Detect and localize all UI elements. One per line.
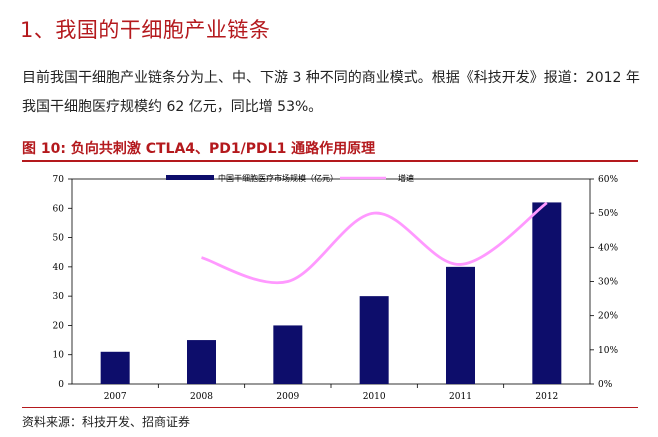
x-tick-label: 2007 bbox=[104, 392, 127, 402]
figure-title-rule bbox=[22, 160, 638, 162]
y-tick-label: 10 bbox=[53, 351, 65, 361]
legend: 中国干细胞医疗市场规模（亿元） 增速 bbox=[166, 173, 414, 183]
y-tick-label: 20 bbox=[53, 321, 65, 331]
y-tick-label: 30 bbox=[53, 292, 65, 302]
source-note: 资料来源：科技开发、招商证券 bbox=[22, 415, 191, 429]
figure-title: 图 10: 负向共刺激 CTLA4、PD1/PDL1 通路作用原理 bbox=[22, 141, 376, 157]
legend-line-label: 增速 bbox=[398, 173, 414, 183]
y2-tick-label: 40% bbox=[598, 243, 618, 253]
plot-frame bbox=[71, 178, 591, 385]
y-tick-label: 40 bbox=[53, 263, 65, 273]
y-tick-label: 60 bbox=[53, 204, 65, 214]
y2-tick-label: 60% bbox=[598, 175, 618, 185]
y-tick-label: 70 bbox=[53, 175, 65, 185]
y-tick-label: 0 bbox=[58, 380, 64, 390]
y2-tick-label: 30% bbox=[598, 278, 618, 288]
bar bbox=[446, 266, 475, 384]
x-tick-label: 2008 bbox=[190, 392, 213, 402]
bar bbox=[359, 296, 389, 384]
y2-tick-label: 10% bbox=[598, 346, 618, 356]
legend-bar-swatch bbox=[166, 175, 214, 180]
y2-tick-label: 50% bbox=[598, 209, 618, 219]
x-tick-label: 2010 bbox=[363, 392, 386, 402]
y2-tick-label: 0% bbox=[598, 380, 613, 390]
source-rule bbox=[22, 407, 638, 408]
growth-line bbox=[201, 201, 548, 285]
plot-area: 0 10 20 30 40 50 60 70 0% 10% 20% 30% 40% 50% 60% 2007 2… bbox=[53, 175, 619, 402]
y-tick-label: 50 bbox=[53, 234, 65, 244]
x-tick-label: 2009 bbox=[276, 392, 299, 402]
intro-paragraph: 目前我国干细胞产业链条分为上、中、下游 3 种不同的商业模式。根据《科技开发》报… bbox=[22, 70, 640, 115]
x-tick-label: 2011 bbox=[449, 392, 472, 402]
bar bbox=[532, 202, 562, 384]
x-tick-label: 2012 bbox=[535, 392, 558, 402]
y2-tick-label: 20% bbox=[598, 312, 618, 322]
bar bbox=[187, 340, 216, 384]
section-heading: 1、我国的干细胞产业链条 bbox=[20, 18, 271, 42]
bar bbox=[273, 325, 303, 384]
bar bbox=[100, 351, 130, 384]
legend-bar-label: 中国干细胞医疗市场规模（亿元） bbox=[218, 173, 338, 183]
